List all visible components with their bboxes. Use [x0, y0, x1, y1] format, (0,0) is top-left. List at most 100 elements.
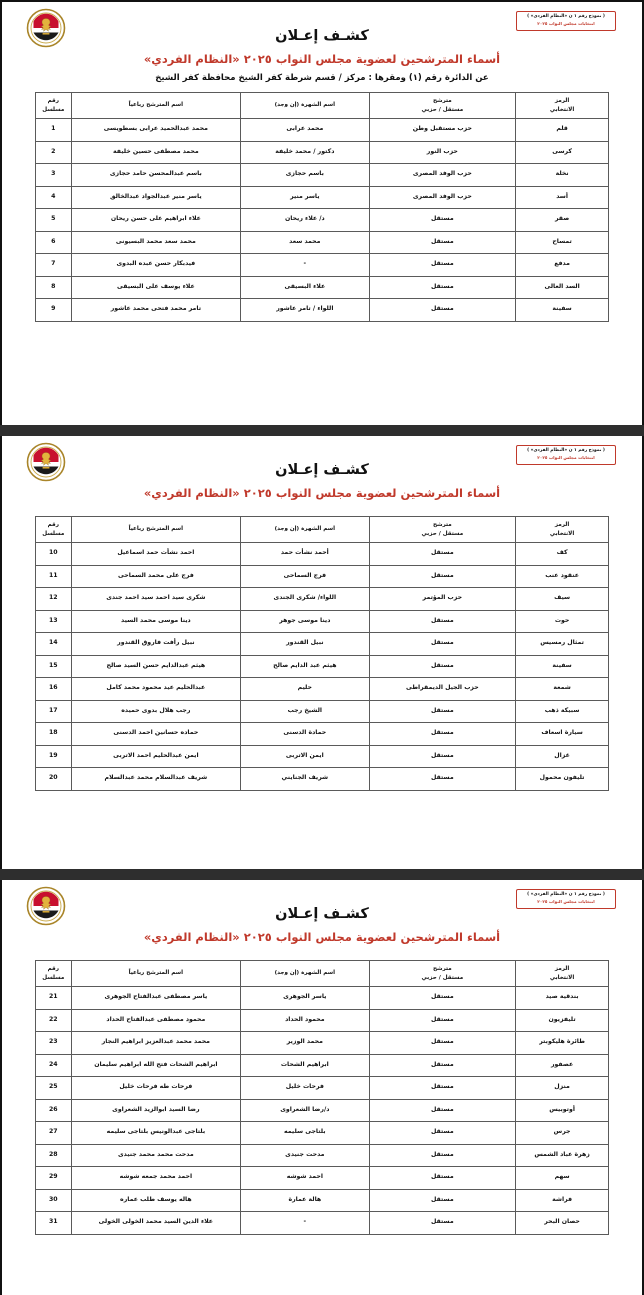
egypt-election-authority-emblem-icon [26, 442, 66, 482]
cell-serial: 7 [35, 253, 72, 277]
candidates-table-body: قلم حزب مستقبل وطن محمد عرابى محمد عبدالحمي… [35, 118, 609, 322]
cell-nickname: علاء البسيقى [240, 275, 370, 299]
cell-symbol: أوتوبيس [515, 1098, 609, 1122]
candidates-table-container: الرمز الانتخابي مترشح مستقل / حزبي اسم ا… [2, 951, 642, 1235]
page-subtitle: أسماء المترشحين لعضوية مجلس النواب ٢٠٢٥ … [143, 52, 501, 66]
cell-serial: 17 [35, 699, 72, 723]
cell-nickname: هيثم عبد الدايم صالح [240, 654, 370, 678]
serial-header-line1: رقم [47, 966, 59, 973]
serial-header-line2: مسلسل [42, 530, 65, 537]
serial-header-line2: مسلسل [42, 974, 65, 981]
form-number-line: ( نموذج رقم ١ ن «النظام الفردى» ) [527, 14, 605, 19]
cell-symbol: قلم [515, 118, 609, 142]
candidates-table-container: الرمز الانتخابي مترشح مستقل / حزبي اسم ا… [2, 83, 642, 322]
table-row: صقر مستقل د/ علاء ريحان علاء ابراهيم على حس… [35, 208, 609, 232]
page-subtitle: أسماء المترشحين لعضوية مجلس النواب ٢٠٢٥ … [143, 486, 501, 500]
cell-symbol: سهم [515, 1166, 609, 1190]
candidates-table-body: كف مستقل أحمد نشأت حمد احمد نشأت حمد اسماعي… [35, 542, 609, 791]
cell-nickname: أحمد نشأت حمد [240, 542, 370, 566]
cell-symbol: كف [515, 542, 609, 566]
symbol-header-line2: الانتخابي [549, 530, 575, 537]
cell-nickname: دكتور / محمد خليفة [240, 140, 370, 164]
table-row: فراشة مستقل هالة عمارة هاله يوسف طلب عماره 3… [35, 1188, 609, 1212]
table-row: غزال مستقل ايمن الاتربى ايمن عبدالحليم احمد… [35, 744, 609, 768]
cell-symbol: تمثال رمسيس [515, 632, 609, 656]
table-row: كف مستقل أحمد نشأت حمد احمد نشأت حمد اسماعي… [35, 542, 609, 566]
cell-serial: 28 [35, 1143, 72, 1167]
cell-affiliation: حزب النور [368, 140, 517, 164]
cell-symbol: سفينة [515, 654, 609, 678]
cell-affiliation: مستقل [368, 253, 517, 277]
cell-full-name: علاء الدين السيد محمد الخولى الخولى [70, 1211, 242, 1235]
cell-full-name: باسم عبدالمحسن حامد حجازى [70, 163, 242, 187]
table-row: منزل مستقل فرحات خليل فرحات طه فرحات خليل 25 [35, 1076, 609, 1100]
cell-full-name: فرحات طه فرحات خليل [70, 1076, 242, 1100]
table-row: حصان البحر مستقل - علاء الدين السيد محمد ال… [35, 1211, 609, 1235]
cell-symbol: عصفور [515, 1053, 609, 1077]
column-header-affiliation: مترشح مستقل / حزبي [368, 960, 517, 987]
cell-nickname: حمادة الدسنى [240, 722, 370, 746]
table-row: سفينة مستقل هيثم عبد الدايم صالح هيثم عبدال… [35, 654, 609, 678]
affiliation-header-line2: مستقل / حزبي [421, 530, 464, 537]
cell-full-name: هاله يوسف طلب عماره [70, 1188, 242, 1212]
table-row: سهم مستقل احمد شوشه احمد محمد جمعه شوشه 29 [35, 1166, 609, 1190]
affiliation-header-line2: مستقل / حزبي [421, 106, 464, 113]
cell-affiliation: مستقل [368, 722, 517, 746]
cell-nickname: شريف الجنايني [240, 767, 370, 791]
candidates-table: الرمز الانتخابي مترشح مستقل / حزبي اسم ا… [35, 960, 609, 1235]
column-header-full-name: اسم المترشح رباعياً [70, 516, 242, 543]
cell-serial: 5 [35, 208, 72, 232]
table-header-row: الرمز الانتخابي مترشح مستقل / حزبي اسم ا… [35, 92, 609, 119]
table-row: أسد حزب الوفد المصرى ياسر منير ياسر منير عب… [35, 185, 609, 209]
cell-symbol: غزال [515, 744, 609, 768]
table-row: عنقود عنب مستقل فرج السماحى فرج على محمد ال… [35, 564, 609, 588]
cell-affiliation: مستقل [368, 609, 517, 633]
cell-full-name: احمد نشأت حمد اسماعيل [70, 542, 242, 566]
table-row: تمساح مستقل محمد سعد محمد سعد محمد البسيونى… [35, 230, 609, 254]
district-line: عن الدائرة رقم (١) ومقرها : مركز / قسم ش… [155, 73, 489, 83]
column-header-serial: رقم مسلسل [35, 516, 72, 543]
column-header-symbol: الرمز الانتخابي [515, 92, 609, 119]
cell-serial: 31 [35, 1211, 72, 1235]
cell-nickname: ياسر منير [240, 185, 370, 209]
page-separator [0, 869, 644, 880]
election-name-line: انتخابات مجلس النواب ٢٠٢٥ [537, 899, 595, 905]
cell-symbol: تليفزيون [515, 1008, 609, 1032]
cell-affiliation: مستقل [368, 1098, 517, 1122]
cell-full-name: نبيل رأفت فاروق القندور [70, 632, 242, 656]
cell-symbol: مدفع [515, 253, 609, 277]
form-number-line: ( نموذج رقم ١ ن «النظام الفردى» ) [527, 892, 605, 897]
column-header-nickname: اسم الشهرة (إن وجد) [240, 516, 370, 543]
table-row: كرسى حزب النور دكتور / محمد خليفة محمد مصطف… [35, 140, 609, 164]
cell-nickname: - [240, 1211, 370, 1235]
cell-full-name: محمد عبدالحميد عرابى بسطويسى [70, 118, 242, 142]
cell-full-name: علاء ابراهيم على حسن ريحان [70, 208, 242, 232]
cell-nickname: باسم حجازى [240, 163, 370, 187]
cell-affiliation: مستقل [368, 699, 517, 723]
cell-serial: 6 [35, 230, 72, 254]
cell-affiliation: حزب الجيل الديمقراطى [368, 677, 517, 701]
column-header-full-name: اسم المترشح رباعياً [70, 92, 242, 119]
candidates-table: الرمز الانتخابي مترشح مستقل / حزبي اسم ا… [35, 92, 609, 322]
cell-serial: 3 [35, 163, 72, 187]
document-page-3: ( نموذج رقم ١ ن «النظام الفردى» ) انتخاب… [0, 880, 644, 1295]
cell-nickname: محمود الحداد [240, 1008, 370, 1032]
table-row: مدفع مستقل - فيدبكار حسن عبده البدوى 7 [35, 253, 609, 277]
cell-serial: 16 [35, 677, 72, 701]
cell-affiliation: مستقل [368, 744, 517, 768]
cell-nickname: فرحات خليل [240, 1076, 370, 1100]
column-header-serial: رقم مسلسل [35, 92, 72, 119]
page-titles: كشـف إعـلان أسماء المترشحين لعضوية مجلس … [2, 880, 642, 944]
candidates-table: الرمز الانتخابي مترشح مستقل / حزبي اسم ا… [35, 516, 609, 791]
cell-symbol: كرسى [515, 140, 609, 164]
cell-serial: 24 [35, 1053, 72, 1077]
serial-header-line1: رقم [47, 522, 59, 529]
cell-nickname: ايمن الاتربى [240, 744, 370, 768]
cell-full-name: فيدبكار حسن عبده البدوى [70, 253, 242, 277]
cell-serial: 26 [35, 1098, 72, 1122]
table-row: حوت مستقل دينا موسى جوهر دينا موسى محمد الس… [35, 609, 609, 633]
cell-full-name: مدحت محمد محمد جنيدى [70, 1143, 242, 1167]
cell-affiliation: مستقل [368, 230, 517, 254]
column-header-nickname: اسم الشهرة (إن وجد) [240, 960, 370, 987]
